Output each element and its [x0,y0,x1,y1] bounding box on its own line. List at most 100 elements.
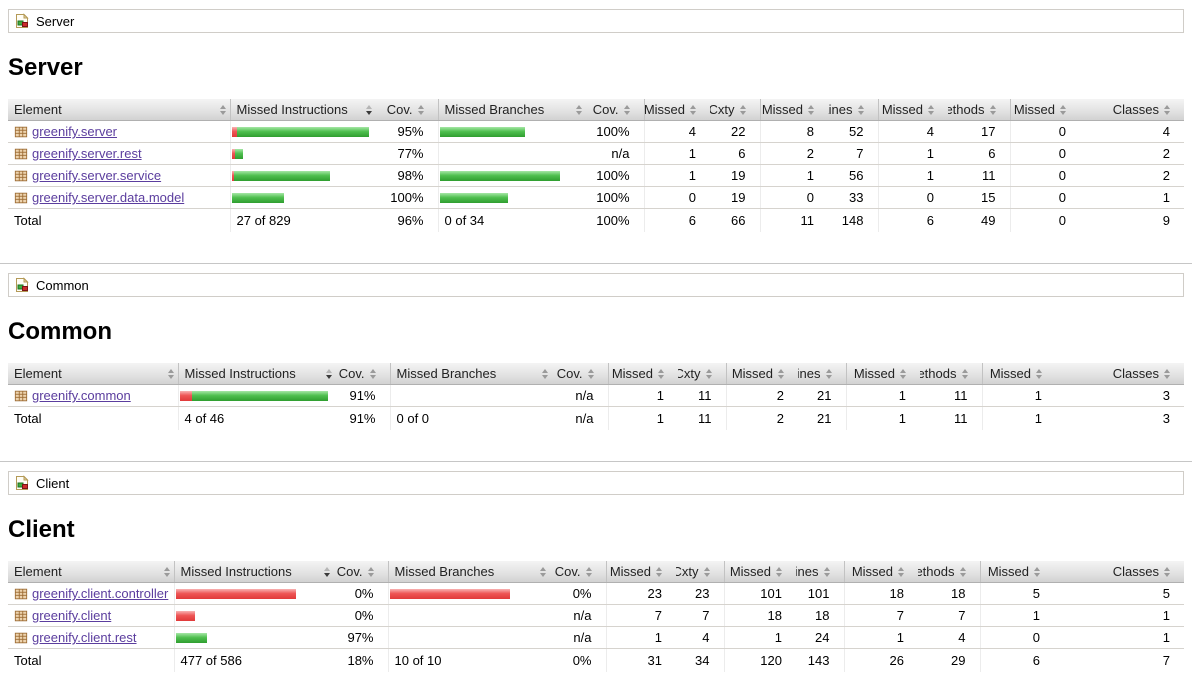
column-header-lines-8[interactable]: Lines [798,363,846,385]
column-label: Cov. [336,564,363,579]
branches-bar-cell [437,164,586,187]
column-header-cxty-6[interactable]: Cxty [678,363,726,385]
column-header-missed-branches-3[interactable]: Missed Branches [387,561,550,583]
column-header-cov--2[interactable]: Cov. [336,363,390,385]
column-header-cov--2[interactable]: Cov. [376,99,438,121]
column-header-lines-8[interactable]: Lines [828,99,878,121]
total-cell: 26 [843,648,918,672]
column-header-missed-7[interactable]: Missed [759,99,828,121]
counter-cell: 2 [759,142,828,165]
branches-bar-cell [387,626,550,649]
coverage-bar [231,170,371,181]
column-label: Classes [1112,102,1159,117]
package-link[interactable]: greenify.server [32,124,118,139]
covered-bar-segment [234,148,243,159]
column-header-methods-10[interactable]: Methods [920,363,982,385]
column-header-cov--4[interactable]: Cov. [586,99,644,121]
column-header-cxty-6[interactable]: Cxty [710,99,760,121]
package-link[interactable]: greenify.server.service [32,168,162,183]
covered-bar-segment [233,170,330,181]
total-cell: 10 of 10 [387,648,550,672]
column-header-element-0[interactable]: Element [8,363,178,385]
column-label: Missed [609,564,651,579]
column-header-missed-branches-3[interactable]: Missed Branches [437,99,586,121]
column-header-missed-7[interactable]: Missed [725,363,798,385]
branches-bar-cell [387,582,550,605]
column-header-missed-11[interactable]: Missed [981,363,1056,385]
total-cell: n/a [575,411,594,426]
column-header-missed-instructions-1[interactable]: Missed Instructions [177,363,336,385]
total-cell: 148 [841,213,864,228]
sort-icon [776,566,782,577]
table-row: greenify.client.controller 0% 0% 23 23 101 101… [8,582,1184,605]
column-header-missed-branches-3[interactable]: Missed Branches [389,363,552,385]
branches-bar-cell [437,142,586,165]
column-header-missed-9[interactable]: Missed [877,99,948,121]
total-cell: 1 [607,406,678,430]
instruction-coverage: 77% [376,142,438,165]
column-label: Missed [644,102,685,117]
column-header-classes-12[interactable]: Classes [1054,561,1184,583]
column-header-methods-10[interactable]: Methods [918,561,980,583]
column-header-cxty-6[interactable]: Cxty [676,561,724,583]
column-header-cov--2[interactable]: Cov. [334,561,388,583]
package-link[interactable]: greenify.common [32,388,131,403]
column-header-missed-11[interactable]: Missed [1009,99,1080,121]
column-header-missed-11[interactable]: Missed [979,561,1054,583]
package-link[interactable]: greenify.client.controller [32,586,169,601]
counter-cell: 1 [843,626,918,649]
package-link[interactable]: greenify.client [32,608,112,623]
coverage-bar [231,126,371,137]
total-cell: 6 [643,208,710,232]
breadcrumb: Server [8,9,1184,33]
column-label: Lines [798,366,821,381]
column-header-element-0[interactable]: Element [8,99,230,121]
column-header-cov--4[interactable]: Cov. [552,363,608,385]
instruction-coverage: 0% [334,582,388,605]
column-header-element-0[interactable]: Element [8,561,174,583]
counter-cell: 4 [918,626,980,649]
column-header-missed-5[interactable]: Missed [643,99,710,121]
sort-icon [587,368,594,379]
column-header-missed-5[interactable]: Missed [605,561,676,583]
coverage-table: Element Missed Instructions Cov. Missed Bra… [8,561,1184,672]
counter-cell: 56 [828,164,878,187]
coverage-table: Element Missed Instructions Cov. Missed Bra… [8,99,1184,232]
covered-bar-segment [439,192,508,203]
counter-cell: 1 [643,142,710,165]
column-label: Missed [989,366,1031,381]
column-header-classes-12[interactable]: Classes [1056,363,1184,385]
column-header-missed-9[interactable]: Missed [845,363,920,385]
package-link[interactable]: greenify.server.data.model [32,190,185,205]
counter-cell: 101 [723,582,796,605]
column-header-classes-12[interactable]: Classes [1080,99,1184,121]
breadcrumb: Client [8,471,1184,495]
column-header-methods-10[interactable]: Methods [948,99,1010,121]
column-header-missed-5[interactable]: Missed [607,363,678,385]
total-row: Total 4 of 46 91% 0 of 0 n/a 1 11 2 21 1 11 1 3 [8,406,1184,430]
instructions-bar-cell [173,582,334,605]
column-header-missed-instructions-1[interactable]: Missed Instructions [229,99,376,121]
total-cell: 31 [605,648,676,672]
counter-cell: 7 [605,604,676,627]
column-header-lines-8[interactable]: Lines [796,561,844,583]
column-header-missed-9[interactable]: Missed [843,561,918,583]
total-cell: 34 [695,653,710,668]
column-header-missed-7[interactable]: Missed [723,561,796,583]
branches-bar-cell [389,384,552,407]
column-header-cov--4[interactable]: Cov. [550,561,606,583]
breadcrumb-label: Client [36,475,70,491]
total-cell: 27 of 829 [229,208,376,232]
branch-coverage: 100% [586,186,644,209]
column-header-missed-instructions-1[interactable]: Missed Instructions [173,561,334,583]
package-link[interactable]: greenify.server.rest [32,146,142,161]
element-cell: greenify.client.rest [8,626,174,649]
total-cell: 49 [981,213,996,228]
sort-icon [1164,368,1170,379]
counter-cell: 2 [1080,142,1184,165]
instruction-coverage: 0% [334,604,388,627]
package-link[interactable]: greenify.client.rest [32,630,137,645]
column-label: Missed [1013,102,1055,117]
sort-icon [808,104,814,115]
column-label: Missed Branches [394,564,495,579]
